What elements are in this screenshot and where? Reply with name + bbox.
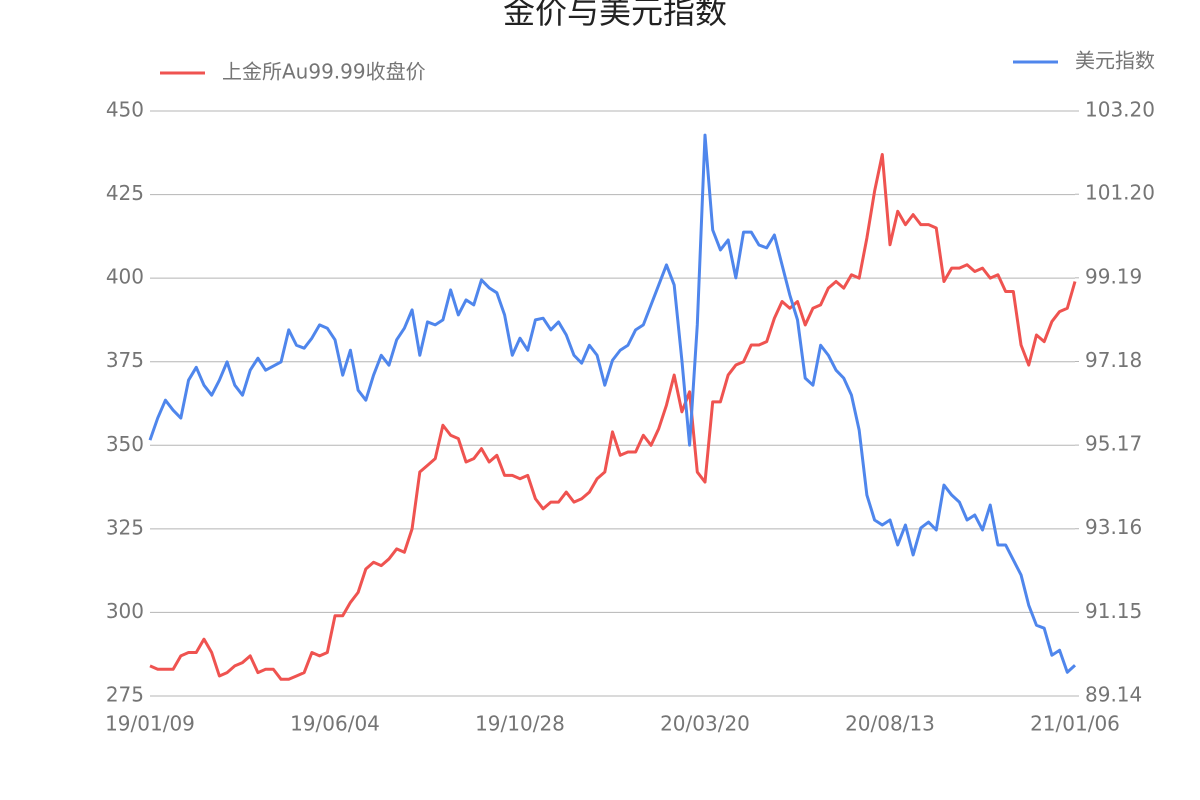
chart-title: 金价与美元指数 [503,0,727,31]
x-tick-label: 19/01/09 [105,712,195,736]
y-tick-label: 425 [106,181,144,205]
y-tick-label: 400 [106,265,144,289]
y2-tick-label: 99.19 [1085,264,1142,288]
y2-tick-label: 101.20 [1085,181,1155,205]
y2-tick-label: 103.20 [1085,98,1155,122]
y2-tick-label: 95.17 [1085,432,1142,456]
x-tick-label: 19/06/04 [290,712,380,736]
y-tick-label: 375 [106,348,144,372]
y2-tick-label: 93.16 [1085,515,1142,539]
y-tick-label: 300 [106,599,144,623]
y-tick-label: 350 [106,432,144,456]
y-tick-label: 325 [106,515,144,539]
y-tick-label: 450 [106,98,144,122]
series-line [148,133,1077,674]
y-tick-label: 275 [106,683,144,707]
x-tick-label: 21/01/06 [1030,712,1120,736]
legend-label: 上金所Au99.99收盘价 [222,60,426,84]
x-tick-label: 20/08/13 [845,712,935,736]
y2-tick-label: 91.15 [1085,599,1142,623]
y2-tick-label: 97.18 [1085,348,1142,372]
series-line [149,152,1077,681]
legend-label: 美元指数 [1075,49,1155,73]
y2-tick-label: 89.14 [1085,683,1142,707]
x-tick-label: 20/03/20 [660,712,750,736]
x-tick-label: 19/10/28 [475,712,565,736]
